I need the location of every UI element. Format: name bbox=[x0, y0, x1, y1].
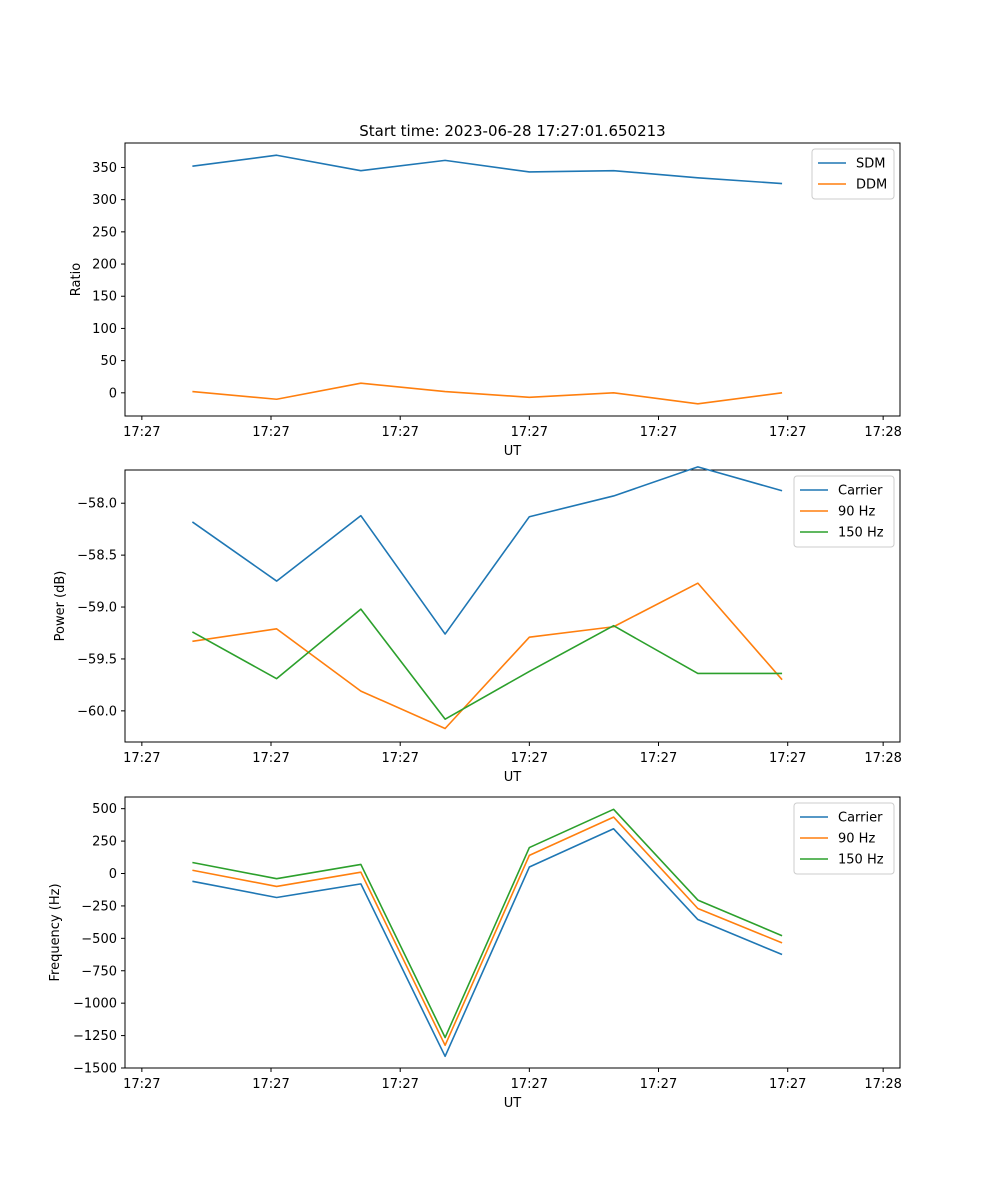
legend: Carrier 90 Hz 150 Hz bbox=[793, 802, 895, 875]
legend-label: 90 Hz bbox=[838, 505, 875, 520]
series-line-90-hz bbox=[192, 582, 783, 730]
plot-frame bbox=[124, 142, 901, 417]
x-tick-label: 17:28 bbox=[864, 1077, 901, 1092]
y-tick-label: −59.0 bbox=[77, 601, 117, 616]
x-tick-label: 17:28 bbox=[864, 751, 901, 766]
legend-label: DDM bbox=[856, 178, 887, 193]
y-tick-label: 0 bbox=[109, 867, 117, 882]
chart-title: Start time: 2023-06-28 17:27:01.650213 bbox=[359, 122, 665, 140]
x-tick-label: 17:27 bbox=[123, 425, 160, 440]
x-tick-label: 17:27 bbox=[123, 751, 160, 766]
subplot-2: 17:27 17:27 17:27 17:27 17:27 17:27 17:28 −60.0… bbox=[53, 466, 902, 785]
x-tick-label: 17:27 bbox=[381, 1077, 418, 1092]
x-tick-label: 17:27 bbox=[252, 751, 289, 766]
plot-frame bbox=[124, 796, 901, 1069]
subplot-3: 17:27 17:27 17:27 17:27 17:27 17:27 17:28 −1500… bbox=[48, 796, 902, 1111]
x-tick-label: 17:27 bbox=[769, 751, 806, 766]
x-tick-label: 17:27 bbox=[769, 425, 806, 440]
legend: SDM DDM bbox=[811, 148, 895, 200]
y-axis-label: Power (dB) bbox=[53, 571, 68, 642]
legend-label: Carrier bbox=[838, 811, 883, 826]
y-ticks: −1500 −1250 −1000 −750 −500 −250 0 250 500 bbox=[73, 802, 125, 1077]
x-tick-label: 17:27 bbox=[381, 425, 418, 440]
y-tick-label: 0 bbox=[109, 386, 117, 401]
y-tick-label: 150 bbox=[92, 290, 117, 305]
x-ticks: 17:27 17:27 17:27 17:27 17:27 17:27 17:28 bbox=[123, 742, 902, 766]
series-line-150-hz bbox=[192, 808, 783, 1039]
x-tick-label: 17:27 bbox=[511, 1077, 548, 1092]
x-tick-label: 17:27 bbox=[640, 425, 677, 440]
x-tick-label: 17:28 bbox=[864, 425, 901, 440]
x-tick-label: 17:27 bbox=[640, 751, 677, 766]
legend-box bbox=[811, 148, 895, 200]
x-tick-label: 17:27 bbox=[511, 751, 548, 766]
legend-label: 150 Hz bbox=[838, 526, 884, 541]
x-axis-label: UT bbox=[504, 1096, 522, 1111]
x-axis-label: UT bbox=[504, 770, 522, 785]
y-tick-label: 300 bbox=[92, 193, 117, 208]
subplot-1: 17:27 17:27 17:27 17:27 17:27 17:27 17:28 0 50 10… bbox=[69, 122, 902, 459]
x-axis-label: UT bbox=[504, 444, 522, 459]
y-tick-label: −58.0 bbox=[77, 497, 117, 512]
plot-frame bbox=[124, 469, 901, 743]
y-tick-label: 250 bbox=[92, 225, 117, 240]
x-tick-label: 17:27 bbox=[252, 425, 289, 440]
legend-label: 150 Hz bbox=[838, 853, 884, 868]
y-tick-label: 500 bbox=[92, 802, 117, 817]
x-tick-label: 17:27 bbox=[769, 1077, 806, 1092]
y-tick-label: 50 bbox=[100, 354, 117, 369]
x-ticks: 17:27 17:27 17:27 17:27 17:27 17:27 17:28 bbox=[123, 416, 902, 440]
y-tick-label: −1000 bbox=[73, 997, 117, 1012]
y-tick-label: 350 bbox=[92, 161, 117, 176]
y-tick-label: −750 bbox=[81, 964, 117, 979]
legend-box bbox=[793, 802, 895, 875]
x-tick-label: 17:27 bbox=[381, 751, 418, 766]
y-tick-label: −1500 bbox=[73, 1062, 117, 1077]
y-tick-label: −250 bbox=[81, 899, 117, 914]
y-tick-label: 250 bbox=[92, 835, 117, 850]
y-axis-label: Ratio bbox=[69, 263, 84, 296]
legend-label: 90 Hz bbox=[838, 832, 875, 847]
x-tick-label: 17:27 bbox=[640, 1077, 677, 1092]
x-ticks: 17:27 17:27 17:27 17:27 17:27 17:27 17:28 bbox=[123, 1068, 902, 1092]
series-line-carrier bbox=[191, 466, 783, 635]
series-line-150-hz bbox=[192, 608, 783, 720]
legend-box bbox=[793, 475, 895, 548]
series-line-ddm bbox=[192, 382, 783, 405]
y-ticks: 0 50 100 150 200 250 300 350 bbox=[92, 161, 125, 401]
x-tick-label: 17:27 bbox=[123, 1077, 160, 1092]
y-tick-label: 100 bbox=[92, 322, 117, 337]
y-tick-label: −58.5 bbox=[77, 549, 117, 564]
legend-label: Carrier bbox=[838, 484, 883, 499]
y-ticks: −60.0 −59.5 −59.0 −58.5 −58.0 bbox=[77, 497, 125, 719]
series-line-carrier bbox=[192, 827, 783, 1058]
series-line-sdm bbox=[192, 154, 783, 185]
legend-label: SDM bbox=[856, 157, 885, 172]
y-tick-label: −1250 bbox=[73, 1029, 117, 1044]
legend: Carrier 90 Hz 150 Hz bbox=[793, 475, 895, 548]
series-line-90-hz bbox=[192, 816, 783, 1047]
y-tick-label: −500 bbox=[81, 932, 117, 947]
x-tick-label: 17:27 bbox=[511, 425, 548, 440]
x-tick-label: 17:27 bbox=[252, 1077, 289, 1092]
y-tick-label: 200 bbox=[92, 258, 117, 273]
y-tick-label: −60.0 bbox=[77, 704, 117, 719]
y-axis-label: Frequency (Hz) bbox=[48, 883, 63, 981]
y-tick-label: −59.5 bbox=[77, 652, 117, 667]
